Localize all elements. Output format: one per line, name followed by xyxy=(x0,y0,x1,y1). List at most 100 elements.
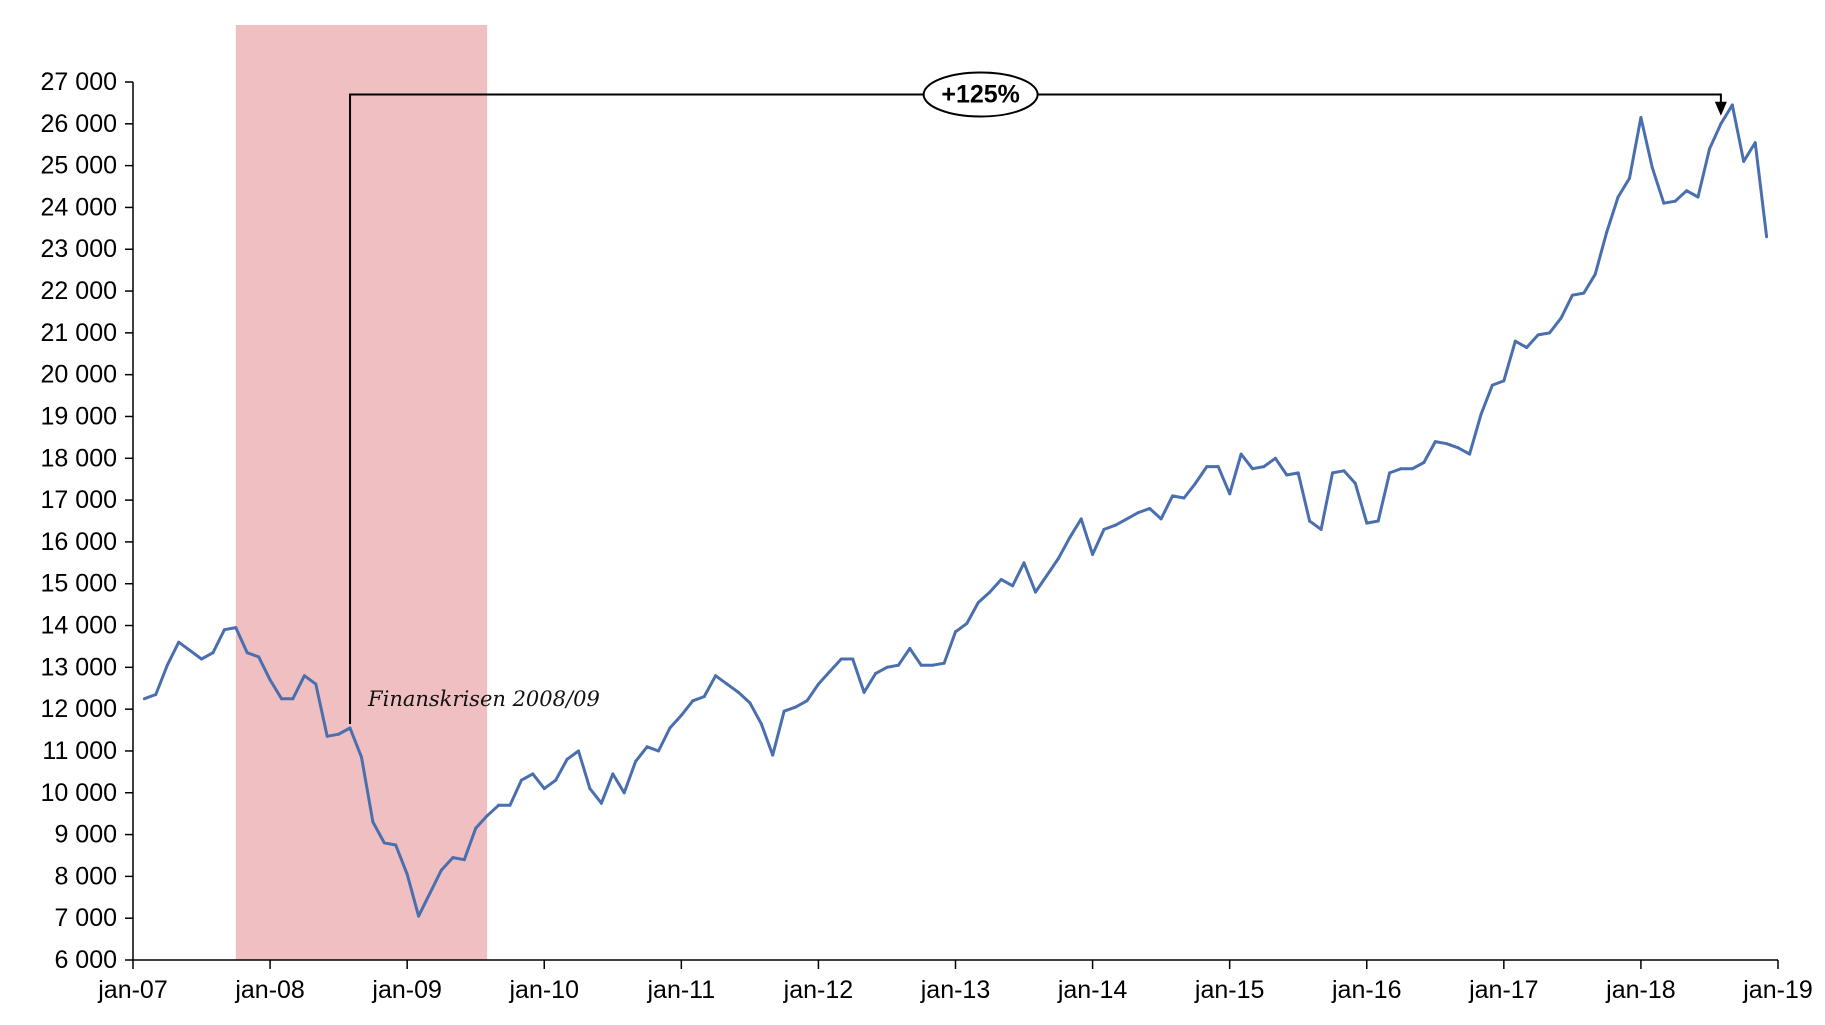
series-point xyxy=(462,858,466,862)
series-point xyxy=(1102,527,1106,531)
series-point xyxy=(1091,552,1095,556)
series-point xyxy=(1068,536,1072,540)
series-point xyxy=(1285,473,1289,477)
series-point xyxy=(1628,176,1631,180)
series-point xyxy=(805,699,809,703)
x-tick-label: jan-14 xyxy=(1057,976,1128,1004)
x-tick-label: jan-11 xyxy=(647,976,716,1004)
y-tick-label: 17 000 xyxy=(41,486,117,514)
series-point xyxy=(234,626,238,630)
series-point xyxy=(794,705,798,709)
series-point xyxy=(1422,461,1426,464)
series-point xyxy=(371,820,375,824)
series-point xyxy=(1193,481,1197,485)
x-axis-ticks: jan-07 jan-08 jan-09 jan-10 jan-11 jan-12 jan-… xyxy=(97,960,1813,1004)
y-tick-label: 10 000 xyxy=(41,779,117,807)
series-point xyxy=(1262,465,1266,469)
series-point xyxy=(1319,527,1323,531)
series-point xyxy=(1570,293,1574,297)
series-point xyxy=(1456,446,1460,450)
series-point xyxy=(657,749,660,753)
series-point xyxy=(1251,467,1254,471)
series-point xyxy=(1593,272,1597,276)
series-point xyxy=(188,649,192,653)
series-point xyxy=(1136,511,1140,515)
y-tick-label: 6 000 xyxy=(54,946,117,974)
y-tick-label: 27 000 xyxy=(41,68,117,96)
series-point xyxy=(611,772,615,776)
y-tick-label: 15 000 xyxy=(41,570,117,598)
x-tick-label: jan-10 xyxy=(509,976,580,1004)
series-point xyxy=(599,801,603,805)
series-point xyxy=(1708,147,1711,151)
series-point xyxy=(508,803,512,807)
y-tick-label: 20 000 xyxy=(41,361,117,389)
series-point xyxy=(1365,521,1369,525)
series-point xyxy=(908,647,912,650)
series-point xyxy=(1171,494,1174,498)
series-point xyxy=(1616,195,1620,199)
series-point xyxy=(417,914,421,918)
series-point xyxy=(691,699,695,703)
series-point xyxy=(896,663,900,667)
series-point xyxy=(291,697,295,701)
series-point xyxy=(668,726,672,730)
series-point xyxy=(645,745,649,749)
x-tick-label: jan-12 xyxy=(783,976,854,1004)
crisis-label: Finanskrisen 2008/09 xyxy=(367,687,600,711)
series-point xyxy=(1159,517,1163,521)
series-point xyxy=(325,734,329,738)
series-point xyxy=(1479,412,1483,416)
series-point xyxy=(337,732,341,736)
series-point xyxy=(1548,331,1551,335)
series-point xyxy=(1410,467,1414,471)
series-point xyxy=(257,655,261,659)
series-point xyxy=(428,891,432,895)
series-point xyxy=(714,674,718,678)
series-point xyxy=(1513,339,1517,343)
x-tick-label: jan-15 xyxy=(1194,976,1265,1004)
series-point xyxy=(1148,507,1152,510)
series-point xyxy=(1376,519,1380,523)
series-point xyxy=(1353,481,1357,485)
series-point xyxy=(200,657,203,661)
series-point xyxy=(1468,452,1472,456)
series-point xyxy=(1056,557,1060,561)
series-point xyxy=(1525,346,1529,349)
series-point xyxy=(554,778,558,782)
series-point xyxy=(1331,471,1334,475)
series-point xyxy=(485,814,489,818)
y-tick-label: 16 000 xyxy=(41,528,117,556)
series-point xyxy=(280,697,283,701)
y-tick-label: 22 000 xyxy=(41,277,117,305)
x-tick-label: jan-07 xyxy=(97,976,168,1004)
series-point xyxy=(862,690,866,694)
series-point xyxy=(885,665,889,669)
series-point xyxy=(1445,442,1449,446)
series-point xyxy=(1605,231,1609,234)
series-point xyxy=(1730,103,1734,107)
series-point xyxy=(1079,517,1083,521)
series-point xyxy=(1011,584,1015,588)
x-tick-label: jan-18 xyxy=(1605,976,1676,1004)
series-point xyxy=(142,697,146,701)
series-point xyxy=(725,682,729,686)
x-tick-label: jan-17 xyxy=(1468,976,1539,1004)
series-point xyxy=(394,843,398,847)
series-point xyxy=(1662,201,1666,205)
series-point xyxy=(1205,465,1209,469)
series-point xyxy=(634,759,638,763)
y-tick-label: 11 000 xyxy=(42,737,117,765)
series-point xyxy=(816,682,820,686)
series-point xyxy=(565,757,569,761)
y-tick-label: 19 000 xyxy=(41,402,117,430)
series-point xyxy=(679,713,683,717)
series-point xyxy=(474,826,478,830)
series-point xyxy=(531,772,535,776)
series-point xyxy=(1182,496,1186,500)
series-point xyxy=(954,630,957,634)
growth-bracket-line xyxy=(349,93,1722,724)
series-point xyxy=(1685,189,1689,193)
series-point xyxy=(999,578,1003,581)
series-point xyxy=(976,601,980,604)
